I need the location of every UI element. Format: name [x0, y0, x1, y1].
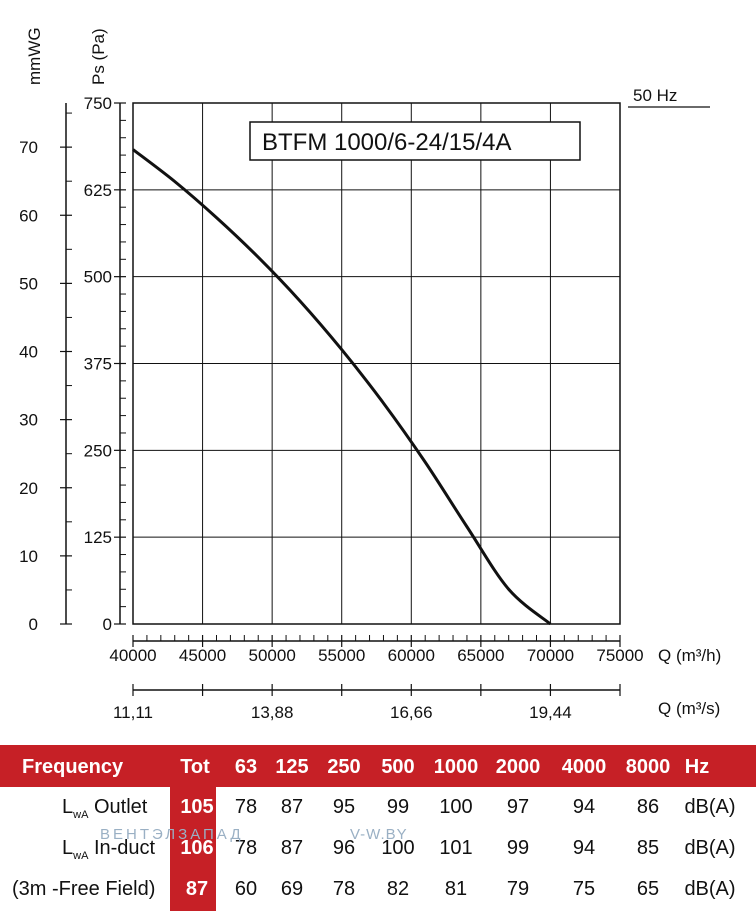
mmwg-tick-label: 30 — [19, 411, 38, 430]
frequency-label: 50 Hz — [633, 86, 677, 105]
band-header: 125 — [275, 756, 309, 778]
fan-performance-chart: 0 125 250 375 500 625 750 0 10 20 30 40 50 60 70 40000 4… — [19, 27, 721, 722]
band-value: 87 — [280, 796, 304, 818]
model-box — [249, 121, 581, 161]
band-value: 87 — [280, 837, 304, 859]
band-value: 78 — [234, 796, 258, 818]
band-value: 94 — [572, 837, 596, 859]
x-tick-label: 65000 — [457, 646, 504, 665]
plot-grid — [133, 103, 620, 624]
y-tick-label: 0 — [103, 615, 112, 634]
table-row: LwA Outlet 105 78 87 95 99 100 97 94 86 … — [0, 787, 756, 827]
x-tick-label: 45000 — [179, 646, 226, 665]
x-tick-label: 75000 — [596, 646, 643, 665]
band-value: 78 — [234, 837, 258, 859]
band-value: 86 — [636, 796, 660, 818]
row-label: LwA Outlet — [62, 796, 148, 821]
tot-value: 105 — [180, 796, 214, 818]
tot-value: 106 — [180, 837, 214, 859]
band-value: 97 — [506, 796, 530, 818]
band-value: 99 — [506, 837, 530, 859]
y-tick-label: 375 — [84, 355, 112, 374]
frequency-header: Frequency — [22, 756, 124, 778]
band-value: 82 — [386, 878, 410, 900]
db-unit: dB(A) — [684, 837, 736, 859]
x-tick-label: 50000 — [249, 646, 296, 665]
x2-tick-label: 11,11 — [113, 703, 153, 722]
y-axis-label: Ps (Pa) — [89, 28, 108, 85]
mmwg-tick-label: 60 — [19, 206, 38, 225]
tot-header: Tot — [180, 756, 210, 778]
x-tick-label: 40000 — [109, 646, 156, 665]
band-header: 250 — [327, 756, 361, 778]
hz-unit-header: Hz — [684, 756, 710, 778]
band-value: 95 — [332, 796, 356, 818]
y-tick-label: 125 — [84, 528, 112, 547]
x2-tick-label: 16,66 — [390, 703, 433, 722]
band-header: 63 — [234, 756, 258, 778]
band-value: 78 — [332, 878, 356, 900]
band-value: 69 — [280, 878, 304, 900]
mmwg-tick-label: 70 — [19, 138, 38, 157]
db-unit: dB(A) — [684, 796, 736, 818]
y-tick-label: 250 — [84, 441, 112, 460]
band-value: 75 — [572, 878, 596, 900]
mmwg-tick-label: 50 — [19, 274, 38, 293]
sound-power-table: Frequency Tot 63 125 250 500 1000 2000 4… — [0, 745, 756, 911]
x-tick-label: 60000 — [388, 646, 435, 665]
mmwg-axis-label: mmWG — [25, 27, 44, 85]
y-tick-label: 625 — [84, 181, 112, 200]
band-header: 4000 — [561, 756, 607, 778]
band-value: 85 — [636, 837, 660, 859]
mmwg-tick-label: 40 — [19, 343, 38, 362]
watermark-right: V-W.BY — [350, 826, 408, 843]
row-label: (3m -Free Field) — [12, 878, 156, 900]
tot-column — [170, 787, 216, 911]
table-row: LwA In-duct 106 78 87 96 100 101 99 94 8… — [0, 828, 756, 868]
row-label: LwA In-duct — [62, 837, 156, 862]
band-value: 96 — [332, 837, 356, 859]
band-value: 65 — [636, 878, 660, 900]
band-header: 500 — [381, 756, 415, 778]
table-header: Frequency Tot 63 125 250 500 1000 2000 4… — [0, 745, 756, 787]
tot-value: 87 — [185, 878, 209, 900]
x-tick-label: 70000 — [527, 646, 574, 665]
mmwg-tick-label: 0 — [29, 615, 38, 634]
band-header: 2000 — [495, 756, 541, 778]
x2-tick-label: 19,44 — [529, 703, 572, 722]
x2-axis-label: Q (m³/s) — [658, 699, 720, 718]
band-value: 94 — [572, 796, 596, 818]
axis-ticks: 0 125 250 375 500 625 750 0 10 20 30 40 50 60 70 40000 4… — [19, 94, 644, 722]
watermark-left: ВЕНТЭЛЗАПАД — [100, 826, 244, 843]
fan-curve-line — [132, 148, 552, 626]
band-header: 8000 — [625, 756, 671, 778]
table-row: (3m -Free Field) 87 60 69 78 82 81 79 75… — [0, 869, 756, 909]
x-axis-label: Q (m³/h) — [658, 646, 721, 665]
band-value: 99 — [386, 796, 410, 818]
band-value: 79 — [506, 878, 530, 900]
plot-frame — [132, 102, 621, 625]
mmwg-tick-label: 20 — [19, 479, 38, 498]
band-value: 81 — [444, 878, 468, 900]
x-tick-label: 55000 — [318, 646, 365, 665]
x2-tick-label: 13,88 — [251, 703, 294, 722]
band-value: 100 — [439, 796, 473, 818]
model-title: BTFM 1000/6-24/15/4A — [262, 129, 511, 156]
band-value: 101 — [439, 837, 473, 859]
band-value: 60 — [234, 878, 258, 900]
db-unit: dB(A) — [684, 878, 736, 900]
mmwg-tick-label: 10 — [19, 547, 38, 566]
band-header: 1000 — [433, 756, 479, 778]
y-tick-label: 750 — [84, 94, 112, 113]
band-value: 100 — [381, 837, 415, 859]
y-tick-label: 500 — [84, 268, 112, 287]
